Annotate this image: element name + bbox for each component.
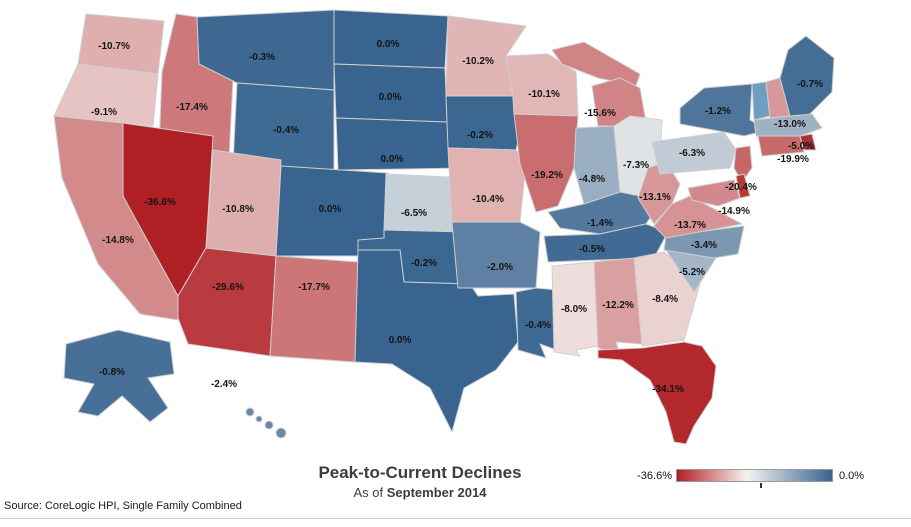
state-label-new-hampshire: -13.0%	[774, 119, 806, 130]
state-hawaii	[245, 407, 287, 439]
legend-min-label: -36.6%	[637, 470, 672, 482]
state-label-oklahoma: -0.2%	[411, 258, 437, 269]
state-label-south-carolina: -5.2%	[679, 267, 705, 278]
state-label-nevada: -36.6%	[144, 197, 176, 208]
state-texas	[354, 249, 519, 433]
state-label-pennsylvania: -6.3%	[679, 148, 705, 159]
state-maine	[779, 35, 835, 117]
state-label-wyoming: -0.4%	[273, 125, 299, 136]
state-iowa	[445, 95, 523, 151]
state-utah	[205, 149, 282, 257]
state-missouri	[447, 147, 527, 223]
state-illinois	[513, 113, 579, 213]
state-label-kansas: -6.5%	[401, 208, 427, 219]
state-label-ohio: -7.3%	[623, 160, 649, 171]
state-delaware	[735, 173, 751, 199]
state-oregon	[53, 63, 159, 127]
state-label-washington: -10.7%	[98, 41, 130, 52]
subtitle-prefix: As of	[353, 485, 387, 500]
state-louisiana	[515, 287, 563, 359]
state-michigan-upper	[551, 41, 641, 87]
chart-title: Peak-to-Current Declines	[318, 463, 522, 482]
state-label-connecticut: -19.9%	[777, 154, 809, 165]
state-label-arkansas: -2.0%	[487, 262, 513, 273]
state-label-montana: -0.3%	[249, 52, 275, 63]
state-new-jersey	[733, 145, 753, 183]
state-label-mississippi: -8.0%	[561, 304, 587, 315]
legend-midpoint-tick	[760, 483, 762, 488]
hawaii-island	[245, 407, 255, 417]
state-label-south-dakota: 0.0%	[379, 92, 402, 103]
state-alaska	[63, 329, 175, 423]
state-label-new-york: -1.2%	[705, 106, 731, 117]
state-label-indiana: -4.8%	[579, 174, 605, 185]
state-label-alaska: -0.8%	[99, 367, 125, 378]
state-label-new-mexico: -17.7%	[298, 282, 330, 293]
hawaii-island	[255, 415, 263, 423]
state-label-nebraska: 0.0%	[381, 154, 404, 165]
legend-max-label: 0.0%	[839, 470, 865, 482]
state-west-virginia	[637, 161, 681, 225]
state-label-california: -14.8%	[102, 235, 134, 246]
state-virginia	[653, 195, 743, 239]
state-label-tennessee: -0.5%	[579, 244, 605, 255]
state-label-iowa: -0.2%	[467, 130, 493, 141]
state-label-minnesota: -10.2%	[462, 56, 494, 67]
state-label-illinois: -19.2%	[531, 170, 563, 181]
legend-gradient	[676, 469, 833, 482]
state-label-michigan: -15.6%	[584, 108, 616, 119]
state-label-louisiana: -0.4%	[525, 320, 551, 331]
state-indiana	[573, 125, 621, 205]
state-label-west-virginia: -13.1%	[639, 192, 671, 203]
state-label-hawaii: -2.4%	[211, 379, 237, 390]
state-label-missouri: -10.4%	[472, 194, 504, 205]
state-arkansas	[451, 221, 541, 289]
state-label-north-carolina: -3.4%	[691, 240, 717, 251]
state-label-new-jersey: -20.4%	[725, 182, 757, 193]
state-label-colorado: 0.0%	[319, 204, 342, 215]
state-rhode-island	[799, 133, 817, 151]
state-pennsylvania	[651, 131, 737, 175]
state-label-virginia: -13.7%	[674, 220, 706, 231]
hawaii-island	[275, 427, 287, 439]
state-label-maryland: -14.9%	[718, 206, 750, 217]
state-label-utah: -10.8%	[222, 204, 254, 215]
bottom-divider	[0, 518, 911, 519]
hawaii-island	[264, 420, 274, 430]
state-label-georgia: -8.4%	[652, 294, 678, 305]
state-florida	[597, 341, 717, 445]
chart-subtitle: As of September 2014	[250, 485, 590, 500]
state-label-maine: -0.7%	[797, 79, 823, 90]
subtitle-date: September 2014	[386, 485, 487, 500]
state-label-idaho: -17.4%	[176, 102, 208, 113]
state-label-massachusetts: -5.0%	[788, 141, 814, 152]
state-new-mexico	[269, 255, 359, 363]
state-connecticut	[757, 135, 805, 157]
state-label-north-dakota: 0.0%	[377, 39, 400, 50]
state-maryland	[687, 179, 741, 207]
state-label-kentucky: -1.4%	[587, 218, 613, 229]
source-note: Source: CoreLogic HPI, Single Family Com…	[4, 500, 242, 512]
state-label-texas: 0.0%	[389, 335, 412, 346]
state-label-alabama: -12.2%	[602, 300, 634, 311]
state-label-arizona: -29.6%	[212, 282, 244, 293]
state-label-wisconsin: -10.1%	[528, 89, 560, 100]
state-label-florida: -34.1%	[652, 384, 684, 395]
state-massachusetts	[753, 113, 823, 137]
state-label-oregon: -9.1%	[91, 107, 117, 118]
